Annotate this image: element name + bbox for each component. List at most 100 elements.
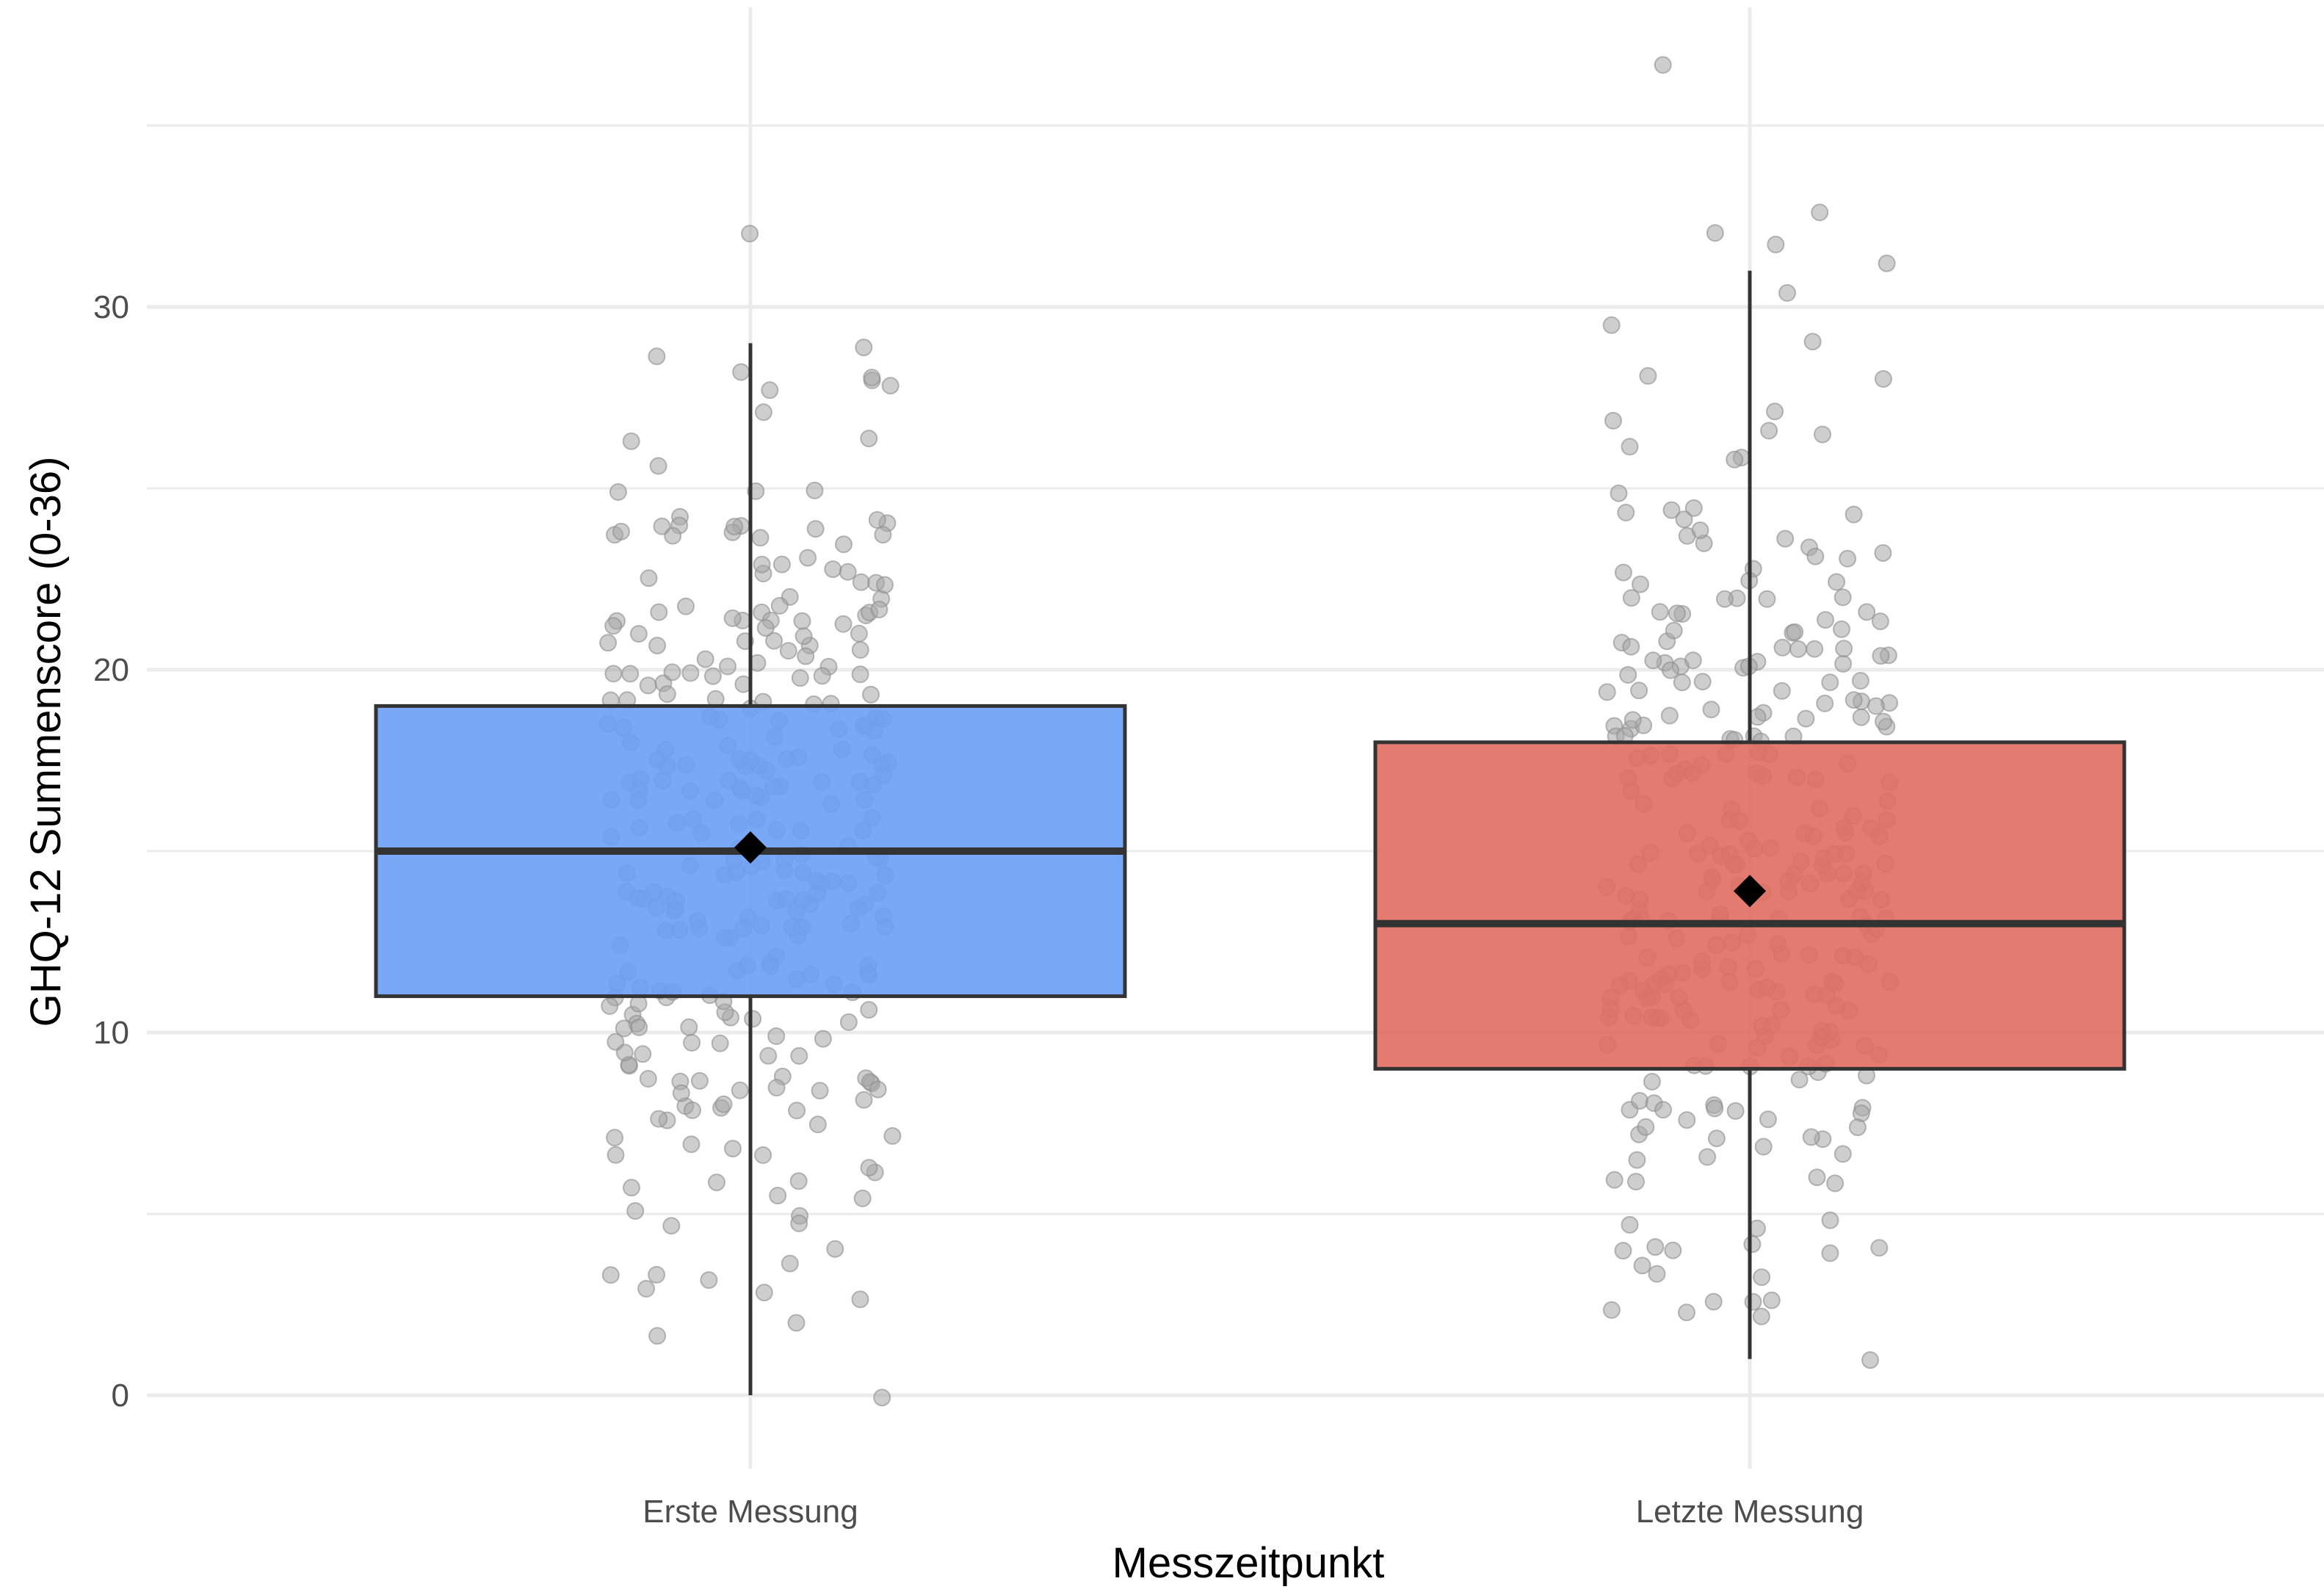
data-point — [639, 1070, 657, 1088]
data-point — [1845, 505, 1863, 524]
data-point — [759, 1046, 778, 1065]
data-point — [835, 535, 853, 554]
data-point — [806, 520, 825, 538]
data-point — [1797, 709, 1815, 728]
data-point — [1662, 501, 1681, 519]
data-point — [799, 549, 817, 567]
data-point — [1631, 1092, 1649, 1110]
data-point — [790, 1214, 808, 1232]
data-point — [862, 685, 880, 704]
data-point — [1675, 510, 1693, 529]
data-point — [769, 1187, 787, 1205]
data-point — [658, 685, 676, 704]
data-point — [874, 526, 892, 544]
data-point — [788, 1102, 806, 1120]
data-point — [1726, 1102, 1745, 1120]
data-point — [639, 676, 657, 695]
data-point — [839, 1013, 858, 1031]
data-point — [1762, 1291, 1781, 1309]
y-tick-label: 10 — [93, 1015, 129, 1051]
data-point — [1707, 1129, 1726, 1148]
data-point — [607, 1146, 625, 1164]
data-point — [1693, 673, 1712, 691]
data-point — [1766, 402, 1784, 421]
data-point — [1758, 590, 1776, 608]
y-axis-title: GHQ-12 Summenscore (0-36) — [22, 457, 70, 1027]
data-point — [770, 596, 789, 615]
data-point — [1646, 1238, 1665, 1256]
data-point — [1835, 640, 1853, 658]
data-point — [881, 377, 899, 395]
data-point — [682, 1135, 701, 1154]
data-point — [765, 632, 783, 650]
data-point — [1833, 620, 1850, 638]
data-point — [650, 603, 668, 621]
data-point — [1664, 1241, 1682, 1259]
data-point — [1668, 604, 1686, 623]
data-point — [767, 1027, 786, 1045]
data-point — [1704, 1292, 1723, 1311]
data-point — [1715, 590, 1734, 608]
data-point — [1630, 681, 1648, 700]
data-point — [839, 563, 857, 581]
data-point — [852, 573, 870, 591]
data-point — [1654, 56, 1672, 74]
data-point — [1623, 711, 1642, 729]
data-point — [1817, 611, 1834, 629]
data-point — [1678, 527, 1696, 545]
data-point — [744, 1010, 762, 1028]
data-point — [1726, 450, 1744, 469]
data-point — [1845, 691, 1863, 709]
data-point — [1834, 654, 1853, 673]
data-point — [1605, 1171, 1623, 1189]
data-point — [1814, 425, 1831, 444]
data-point — [1821, 1211, 1839, 1229]
data-point — [1834, 1145, 1852, 1163]
data-point — [1821, 1244, 1839, 1262]
data-point — [1678, 1303, 1695, 1322]
data-point — [814, 1030, 832, 1048]
data-point — [1828, 573, 1846, 591]
data-point — [1806, 640, 1824, 658]
data-point — [1651, 603, 1669, 621]
data-point — [781, 1254, 799, 1273]
boxes — [374, 270, 2126, 1395]
data-point — [851, 665, 869, 684]
mean-marker-letzte-messung — [1734, 875, 1766, 908]
data-point — [860, 1001, 878, 1019]
data-point — [612, 522, 630, 540]
data-point — [1639, 366, 1657, 385]
data-point — [683, 1034, 701, 1052]
data-point — [873, 1389, 891, 1407]
data-point — [1848, 1118, 1867, 1137]
data-point — [1789, 640, 1807, 658]
data-point — [1776, 529, 1795, 548]
data-point — [1851, 672, 1869, 690]
data-point — [1767, 236, 1785, 253]
data-point — [754, 403, 772, 422]
data-point — [1858, 603, 1876, 621]
data-point — [677, 597, 695, 615]
data-point — [1759, 1110, 1777, 1129]
data-point — [680, 1018, 698, 1036]
data-point — [731, 1081, 749, 1099]
data-point — [648, 637, 667, 655]
data-point — [811, 1082, 829, 1100]
data-point — [662, 1217, 681, 1235]
data-point — [751, 529, 770, 547]
data-point — [630, 1019, 648, 1036]
data-point — [1867, 697, 1885, 715]
data-point — [1861, 1351, 1879, 1370]
data-point — [1773, 681, 1791, 700]
data-point — [1743, 1235, 1762, 1254]
data-point — [1604, 411, 1622, 430]
data-point — [637, 1279, 656, 1298]
data-point — [1665, 621, 1683, 640]
data-point — [1874, 370, 1892, 388]
data-point — [1875, 712, 1892, 731]
data-point — [834, 615, 853, 633]
data-point — [626, 1202, 645, 1220]
data-point — [1802, 1128, 1820, 1146]
data-point — [700, 1271, 718, 1290]
